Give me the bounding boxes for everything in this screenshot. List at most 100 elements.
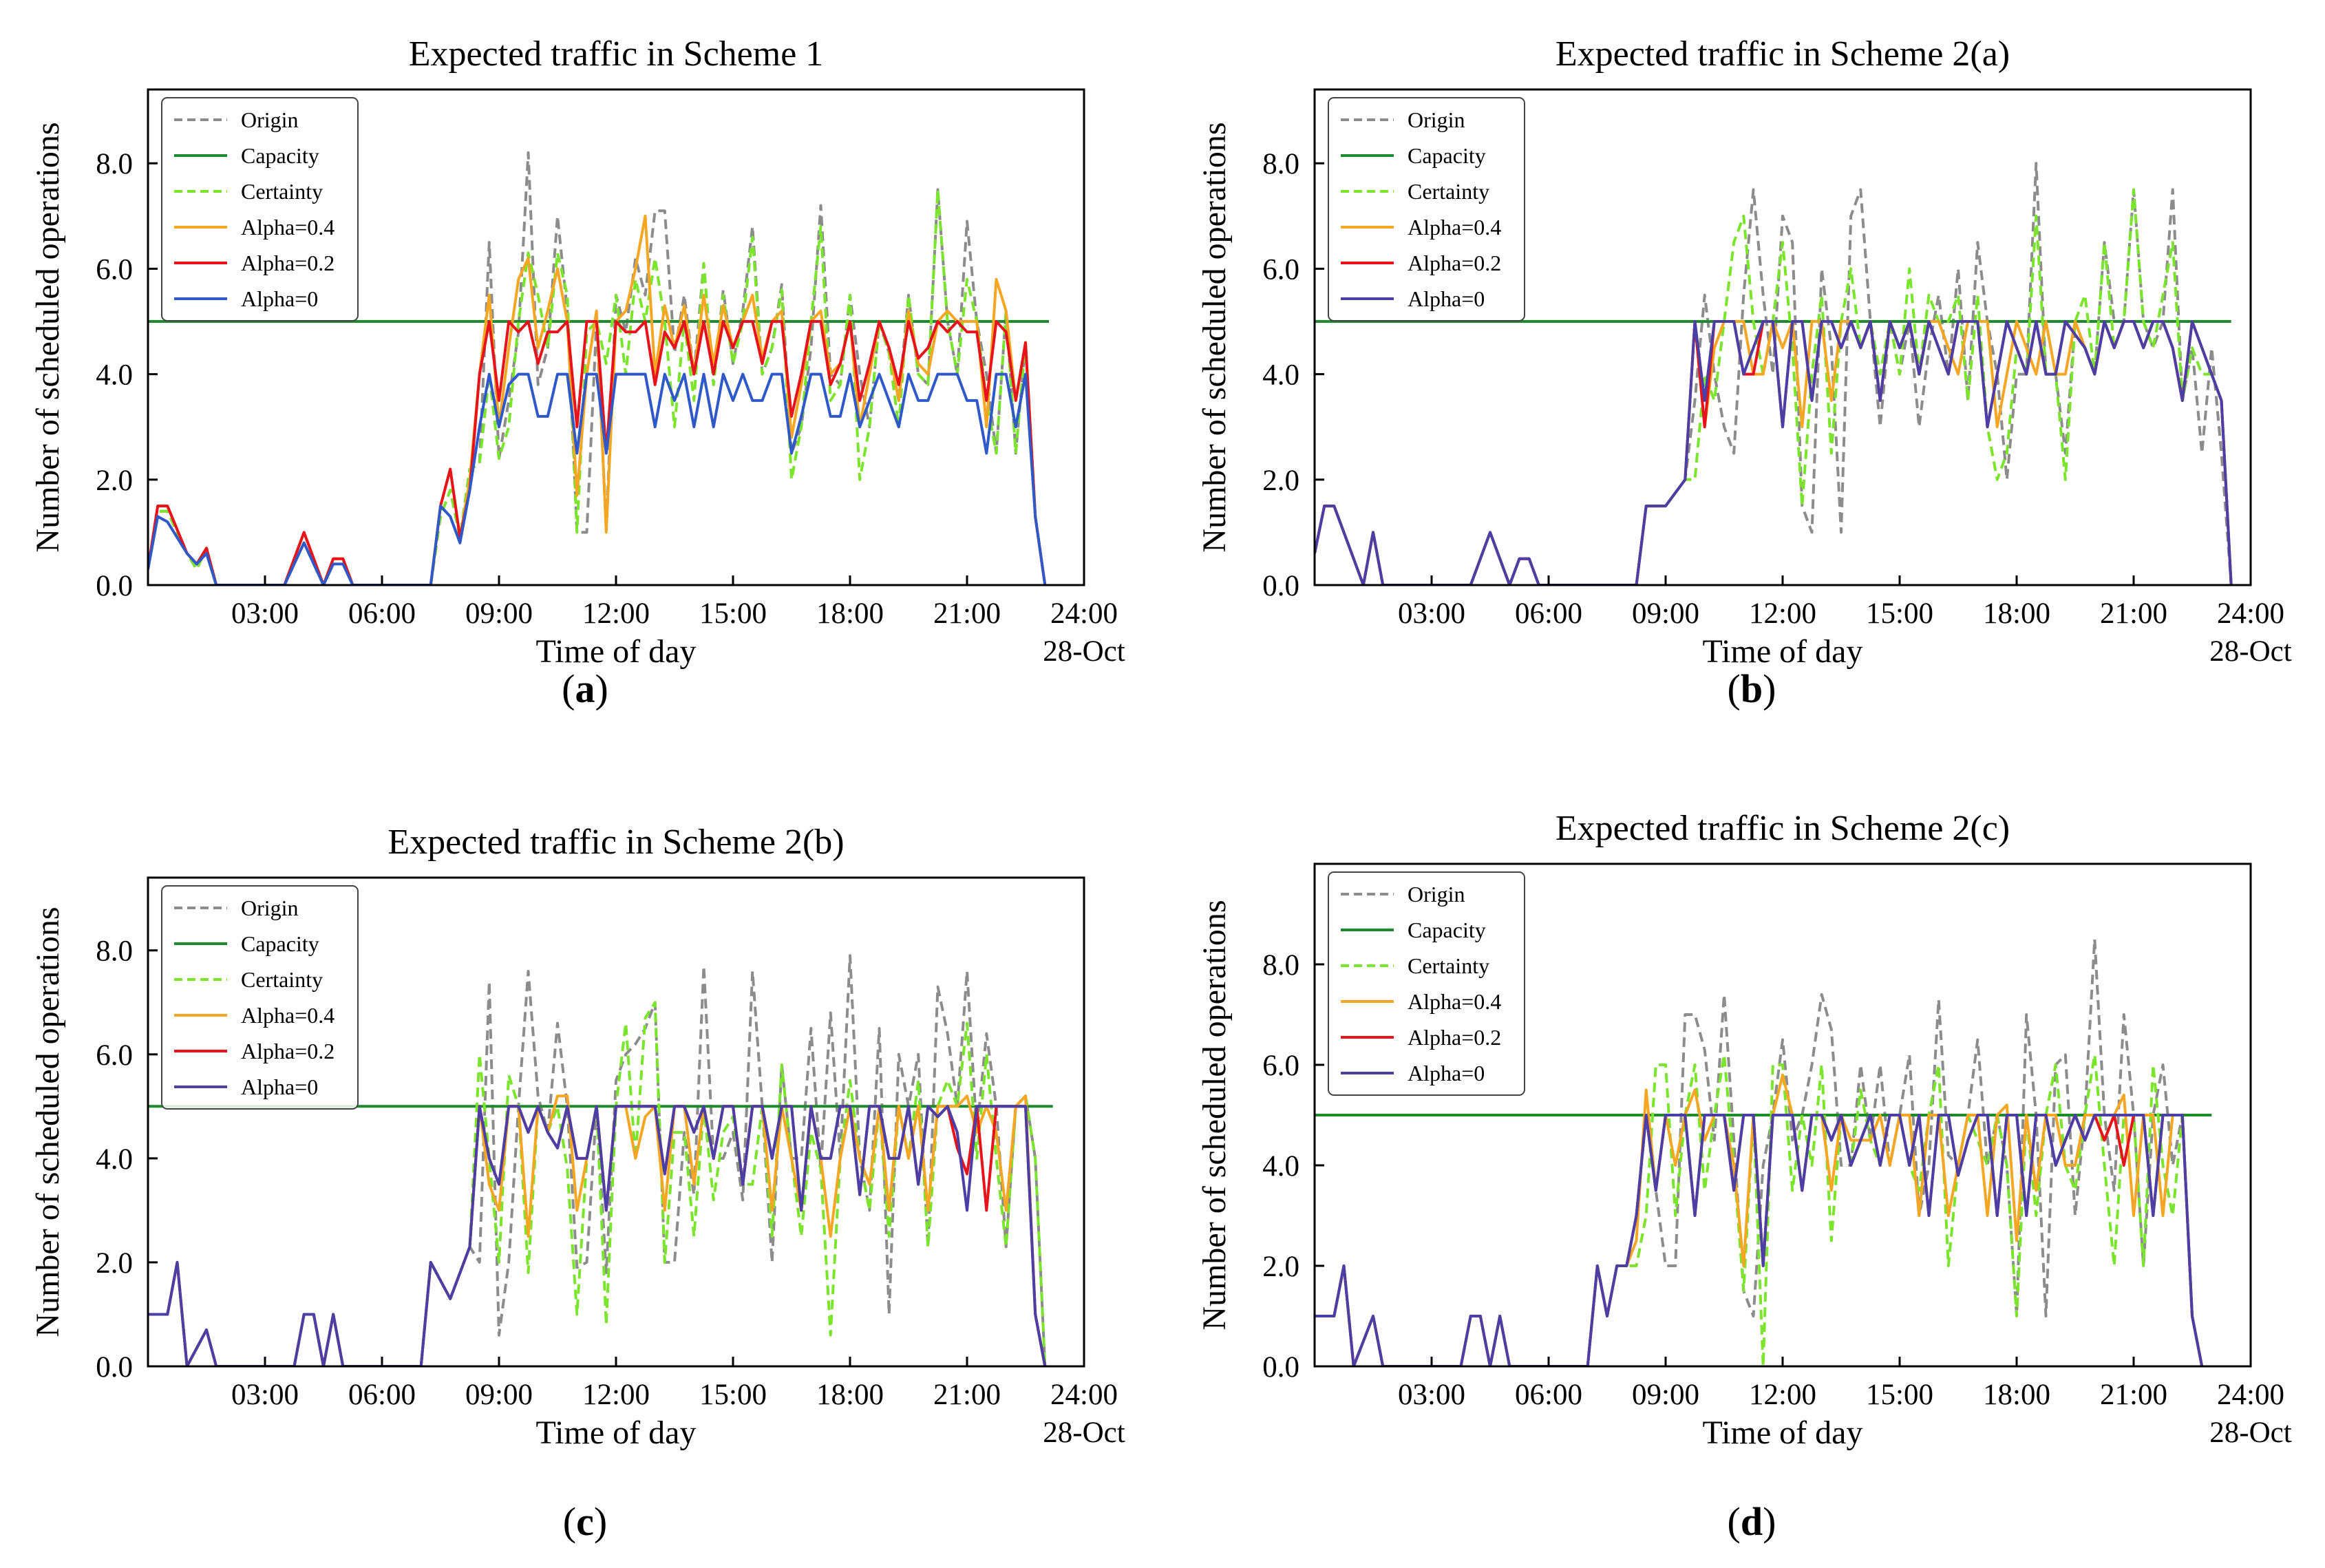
legend: Origin Capacity Certainty Alpha=0.4 Alpha=0.… — [1328, 97, 1525, 321]
x-tick-label: 24:00 — [1050, 1379, 1118, 1411]
y-axis-label: Number of scheduled operations — [1196, 900, 1233, 1330]
y-tick-label: 6.0 — [96, 253, 133, 286]
x-date-label: 28-Oct — [2209, 1417, 2291, 1449]
chart-b: Expected traffic in Scheme 2(a) 03:00 06:0… — [1196, 34, 2292, 711]
legend-label: Alpha=0 — [1408, 286, 1485, 311]
x-tick-label: 15:00 — [699, 597, 767, 630]
x-tick-label: 03:00 — [231, 1379, 299, 1411]
legend-label: Certainty — [241, 179, 323, 204]
legend-box — [161, 885, 359, 1110]
y-tick-label: 2.0 — [1262, 1251, 1299, 1283]
x-tick-label: 09:00 — [465, 597, 533, 630]
legend-label: Alpha=0.4 — [241, 1003, 335, 1028]
y-tick-label: 8.0 — [1262, 148, 1299, 180]
x-axis-label: Time of day — [536, 633, 697, 670]
legend-label: Capacity — [241, 143, 319, 168]
x-tick-label: 12:00 — [1749, 1379, 1816, 1411]
x-date-label: 28-Oct — [2209, 635, 2291, 668]
y-tick-label: 4.0 — [96, 359, 133, 392]
x-tick-label: 21:00 — [2100, 597, 2167, 630]
panel-caption: (d) — [1728, 1499, 1776, 1544]
series-line-alpha-0 — [148, 1105, 1047, 1366]
legend-box — [161, 97, 359, 321]
chart-title: Expected traffic in Scheme 1 — [409, 34, 824, 74]
legend-label: Alpha=0.4 — [1408, 215, 1501, 240]
y-tick-label: 0.0 — [96, 570, 133, 602]
x-tick-label: 03:00 — [231, 597, 299, 630]
y-tick-label: 0.0 — [1262, 1351, 1299, 1384]
x-axis-label: Time of day — [1703, 1415, 1863, 1451]
series-group — [148, 151, 1049, 585]
legend-label: Alpha=0.2 — [1408, 1025, 1501, 1050]
legend-label: Origin — [1408, 107, 1465, 132]
legend-box — [1328, 97, 1525, 321]
panel-caption: (a) — [562, 666, 608, 711]
x-axis-label: Time of day — [536, 1415, 697, 1451]
x-tick-label: 18:00 — [816, 597, 884, 630]
x-tick-label: 21:00 — [933, 1379, 1001, 1411]
legend: Origin Capacity Certainty Alpha=0.4 Alpha=0.… — [1328, 871, 1525, 1096]
legend-label: Alpha=0 — [241, 286, 318, 311]
series-line-alpha-0 — [1315, 1114, 2204, 1366]
x-tick-label: 18:00 — [816, 1379, 884, 1411]
legend: Origin Capacity Certainty Alpha=0.4 Alpha=0.… — [161, 97, 359, 321]
x-tick-label: 03:00 — [1398, 597, 1465, 630]
legend-box — [1328, 871, 1525, 1096]
y-tick-label: 8.0 — [96, 148, 133, 180]
legend-label: Alpha=0.2 — [241, 251, 335, 275]
x-tick-label: 15:00 — [1866, 597, 1933, 630]
y-tick-label: 2.0 — [96, 465, 133, 497]
panel-caption: (c) — [563, 1499, 607, 1544]
legend-label: Alpha=0 — [241, 1074, 318, 1099]
legend-label: Alpha=0.4 — [241, 215, 335, 240]
x-tick-label: 06:00 — [1515, 1379, 1582, 1411]
x-tick-label: 09:00 — [465, 1379, 533, 1411]
x-tick-label: 06:00 — [1515, 597, 1582, 630]
legend-label: Alpha=0.2 — [1408, 251, 1501, 275]
y-tick-label: 2.0 — [96, 1247, 133, 1280]
legend-label: Capacity — [241, 931, 319, 956]
x-tick-label: 15:00 — [1866, 1379, 1933, 1411]
legend-label: Capacity — [1408, 143, 1486, 168]
y-tick-label: 8.0 — [1262, 949, 1299, 982]
y-tick-label: 0.0 — [96, 1351, 133, 1384]
legend-label: Capacity — [1408, 918, 1486, 942]
x-tick-label: 03:00 — [1398, 1379, 1465, 1411]
series-group — [148, 954, 1053, 1366]
series-line-certainty — [1315, 188, 2233, 585]
chart-a: Expected traffic in Scheme 1 03:00 06:00 09… — [30, 34, 1125, 711]
legend-label: Origin — [241, 107, 299, 132]
y-axis-label: Number of scheduled operations — [1196, 122, 1233, 552]
legend-label: Alpha=0 — [1408, 1061, 1485, 1085]
y-tick-label: 4.0 — [1262, 1150, 1299, 1183]
x-tick-label: 21:00 — [933, 597, 1001, 630]
x-tick-label: 18:00 — [1983, 1379, 2050, 1411]
x-date-label: 28-Oct — [1043, 635, 1125, 668]
y-tick-label: 2.0 — [1262, 465, 1299, 497]
chart-title: Expected traffic in Scheme 2(a) — [1556, 34, 2010, 74]
x-tick-label: 12:00 — [1749, 597, 1816, 630]
x-tick-label: 24:00 — [2217, 597, 2284, 630]
legend: Origin Capacity Certainty Alpha=0.4 Alpha=0.… — [161, 885, 359, 1110]
x-tick-label: 24:00 — [1050, 597, 1118, 630]
legend-label: Certainty — [241, 967, 323, 992]
series-group — [1315, 937, 2212, 1366]
y-tick-label: 6.0 — [1262, 253, 1299, 286]
legend-label: Alpha=0.2 — [241, 1039, 335, 1063]
x-tick-label: 12:00 — [582, 597, 650, 630]
x-tick-label: 24:00 — [2217, 1379, 2284, 1411]
legend-label: Certainty — [1408, 953, 1489, 978]
series-line-alpha-0 — [148, 372, 1047, 585]
x-tick-label: 18:00 — [1983, 597, 2050, 630]
y-tick-label: 4.0 — [1262, 359, 1299, 392]
y-axis-label: Number of scheduled operations — [30, 122, 66, 552]
y-tick-label: 8.0 — [96, 935, 133, 968]
x-tick-label: 12:00 — [582, 1379, 650, 1411]
x-tick-label: 09:00 — [1632, 597, 1699, 630]
x-date-label: 28-Oct — [1043, 1417, 1125, 1449]
chart-title: Expected traffic in Scheme 2(c) — [1556, 809, 2010, 848]
x-axis-label: Time of day — [1703, 633, 1863, 670]
x-tick-label: 21:00 — [2100, 1379, 2167, 1411]
legend-label: Certainty — [1408, 179, 1489, 204]
